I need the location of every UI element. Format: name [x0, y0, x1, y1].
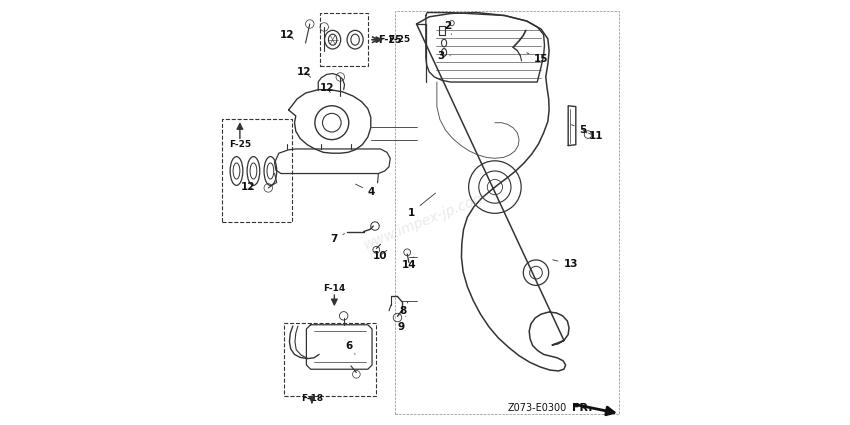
- Text: 13: 13: [552, 259, 578, 269]
- Text: 2: 2: [444, 21, 451, 34]
- Text: 1: 1: [408, 193, 435, 218]
- Text: 11: 11: [588, 131, 603, 141]
- Text: 12: 12: [241, 182, 255, 192]
- Text: 6: 6: [345, 341, 355, 354]
- Text: 5: 5: [571, 125, 586, 135]
- Text: FR.: FR.: [571, 403, 592, 413]
- Text: 8: 8: [400, 301, 408, 316]
- Text: F-25: F-25: [378, 35, 402, 45]
- Text: 14: 14: [402, 257, 416, 270]
- Text: 15: 15: [527, 53, 549, 64]
- Text: 12: 12: [280, 30, 295, 40]
- Text: F-25: F-25: [229, 140, 251, 149]
- Text: Z073-E0300: Z073-E0300: [507, 403, 567, 413]
- Text: F-14: F-14: [323, 284, 345, 293]
- Bar: [320, 14, 368, 66]
- Text: 7: 7: [331, 234, 344, 244]
- Bar: [222, 119, 292, 222]
- Text: 12: 12: [297, 67, 311, 77]
- Text: 10: 10: [373, 250, 388, 261]
- Text: 4: 4: [355, 184, 376, 197]
- Text: 9: 9: [397, 316, 406, 332]
- Text: www.impex-jp.com: www.impex-jp.com: [361, 190, 489, 252]
- Bar: [285, 323, 377, 396]
- Text: 3: 3: [437, 51, 451, 61]
- Text: F-18: F-18: [301, 394, 323, 403]
- Text: F-25: F-25: [388, 35, 410, 44]
- Text: 12: 12: [320, 82, 334, 93]
- Bar: [394, 11, 619, 414]
